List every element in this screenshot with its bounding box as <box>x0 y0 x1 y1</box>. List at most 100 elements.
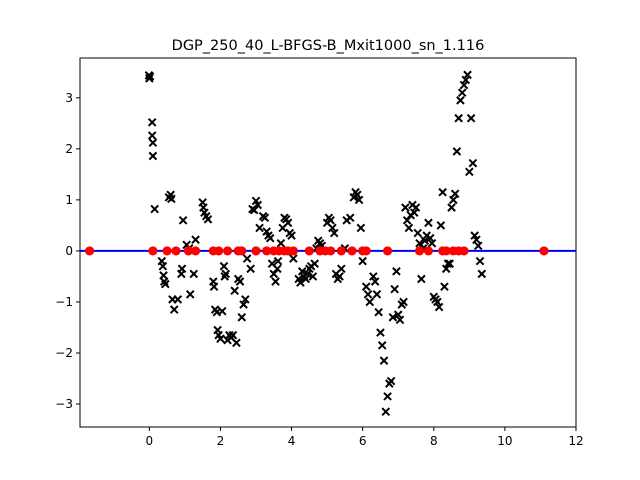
cross-marker-141 <box>417 274 426 284</box>
cross-marker-69 <box>273 264 282 274</box>
cross-marker-15 <box>167 194 176 204</box>
cross-marker-161 <box>452 147 462 156</box>
cross-marker-128 <box>393 310 403 320</box>
cross-marker-129 <box>395 315 405 325</box>
cross-marker-84 <box>303 269 312 279</box>
cross-marker-109 <box>356 223 366 233</box>
cross-marker-7 <box>150 204 159 214</box>
cross-marker-21 <box>178 215 188 225</box>
cross-marker-2 <box>145 72 155 81</box>
y-tick-label--1: −1 <box>55 295 73 309</box>
cross-marker-174 <box>475 256 485 266</box>
cross-marker-167 <box>463 70 472 80</box>
cross-marker-60 <box>255 223 264 233</box>
y-tick-label-2: 2 <box>65 142 73 156</box>
cross-marker-71 <box>276 238 286 248</box>
red-dot-33 <box>459 246 469 256</box>
cross-marker-26 <box>191 235 200 245</box>
x-tick-label-12: 12 <box>568 434 583 448</box>
cross-marker-39 <box>217 306 227 316</box>
cross-marker-133 <box>402 215 412 225</box>
cross-marker-114 <box>369 272 378 281</box>
red-dot-21 <box>326 246 336 256</box>
cross-marker-59 <box>253 200 263 210</box>
cross-marker-31 <box>203 214 213 224</box>
cross-marker-166 <box>461 75 471 85</box>
cross-marker-6 <box>148 151 158 161</box>
cross-marker-50 <box>235 277 245 286</box>
cross-marker-70 <box>273 256 283 266</box>
cross-marker-87 <box>308 272 318 281</box>
red-dot-27 <box>414 246 425 256</box>
x-tick-label-10: 10 <box>497 434 512 448</box>
cross-marker-110 <box>358 256 367 266</box>
cross-marker-88 <box>310 259 319 268</box>
red-dot-8 <box>222 246 233 256</box>
cross-marker-165 <box>459 80 469 90</box>
cross-marker-111 <box>361 282 371 291</box>
cross-marker-4 <box>147 131 157 140</box>
cross-marker-17 <box>169 305 179 314</box>
cross-marker-117 <box>374 307 383 317</box>
cross-marker-53 <box>241 295 250 304</box>
axes-frame <box>79 57 577 428</box>
cross-marker-78 <box>289 254 298 263</box>
cross-marker-150 <box>433 297 442 307</box>
cross-marker-164 <box>457 88 467 98</box>
cross-marker-107 <box>353 190 362 200</box>
cross-marker-83 <box>301 274 311 284</box>
cross-marker-138 <box>411 203 421 212</box>
x-tick-label-2: 2 <box>217 434 225 448</box>
cross-marker-67 <box>269 269 279 279</box>
cross-marker-25 <box>189 269 199 279</box>
cross-marker-132 <box>401 203 410 212</box>
cross-marker-81 <box>297 267 307 276</box>
cross-marker-162 <box>454 113 463 123</box>
cross-marker-153 <box>438 187 447 197</box>
cross-marker-152 <box>436 221 446 230</box>
red-dot-4 <box>183 246 194 256</box>
cross-marker-156 <box>443 259 453 268</box>
x-tick-label-0: 0 <box>146 434 154 448</box>
red-dot-12 <box>262 246 272 256</box>
cross-marker-173 <box>473 241 483 251</box>
cross-marker-131 <box>399 297 408 307</box>
red-dot-23 <box>347 246 357 256</box>
y-tick-label-0: 0 <box>65 244 73 258</box>
x-tick-label-6: 6 <box>359 434 367 448</box>
cross-marker-3 <box>147 117 157 127</box>
cross-marker-137 <box>409 208 419 217</box>
cross-marker-5 <box>148 138 158 148</box>
cross-marker-77 <box>287 231 296 240</box>
cross-marker-124 <box>386 376 396 386</box>
cross-marker-55 <box>246 264 255 274</box>
cross-marker-151 <box>434 302 444 312</box>
cross-marker-68 <box>271 277 280 286</box>
y-tick-label--2: −2 <box>55 346 73 360</box>
red-dot-25 <box>361 246 371 256</box>
cross-marker-33 <box>209 282 219 291</box>
cross-marker-75 <box>283 218 293 228</box>
cross-marker-169 <box>466 113 476 123</box>
cross-marker-140 <box>415 238 424 248</box>
red-dot-18 <box>304 246 314 256</box>
y-tick-label-3: 3 <box>65 91 73 105</box>
x-tick-label-4: 4 <box>288 434 296 448</box>
cross-marker-18 <box>173 295 183 304</box>
red-dot-17 <box>288 246 298 256</box>
cross-marker-57 <box>249 205 259 215</box>
red-dot-22 <box>336 246 346 256</box>
x-tick-label-8: 8 <box>430 434 438 448</box>
cross-marker-115 <box>370 277 380 286</box>
cross-marker-159 <box>449 195 458 205</box>
cross-marker-100 <box>335 272 344 281</box>
cross-marker-145 <box>424 218 433 228</box>
red-dot-34 <box>539 246 549 256</box>
cross-marker-155 <box>441 264 451 274</box>
red-dot-26 <box>382 246 393 256</box>
cross-marker-125 <box>388 312 398 322</box>
cross-marker-116 <box>372 289 382 299</box>
y-tick-label-1: 1 <box>65 193 73 207</box>
red-dot-10 <box>237 246 247 256</box>
